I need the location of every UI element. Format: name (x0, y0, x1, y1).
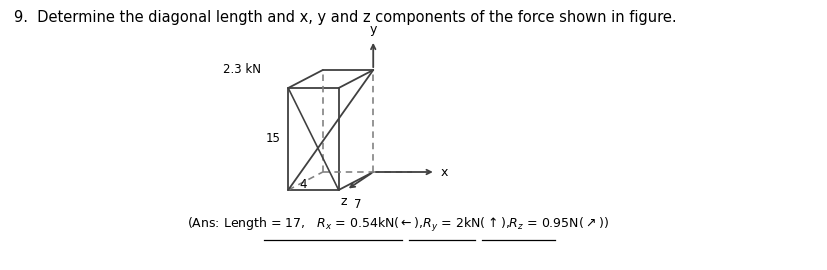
Text: 9.  Determine the diagonal length and x, y and z components of the force shown i: 9. Determine the diagonal length and x, … (14, 10, 676, 25)
Text: (Ans: Length = 17,   $R_x$ = 0.54kN($\leftarrow$),$R_y$ = 2kN($\uparrow$),$R_z$ : (Ans: Length = 17, $R_x$ = 0.54kN($\left… (186, 216, 608, 234)
Text: z: z (340, 195, 347, 208)
Text: 15: 15 (265, 133, 280, 146)
Text: y: y (369, 23, 376, 36)
Text: x: x (440, 166, 447, 178)
Text: 7: 7 (354, 198, 361, 211)
Text: 2.3 kN: 2.3 kN (223, 63, 261, 76)
Text: 4: 4 (299, 178, 307, 191)
